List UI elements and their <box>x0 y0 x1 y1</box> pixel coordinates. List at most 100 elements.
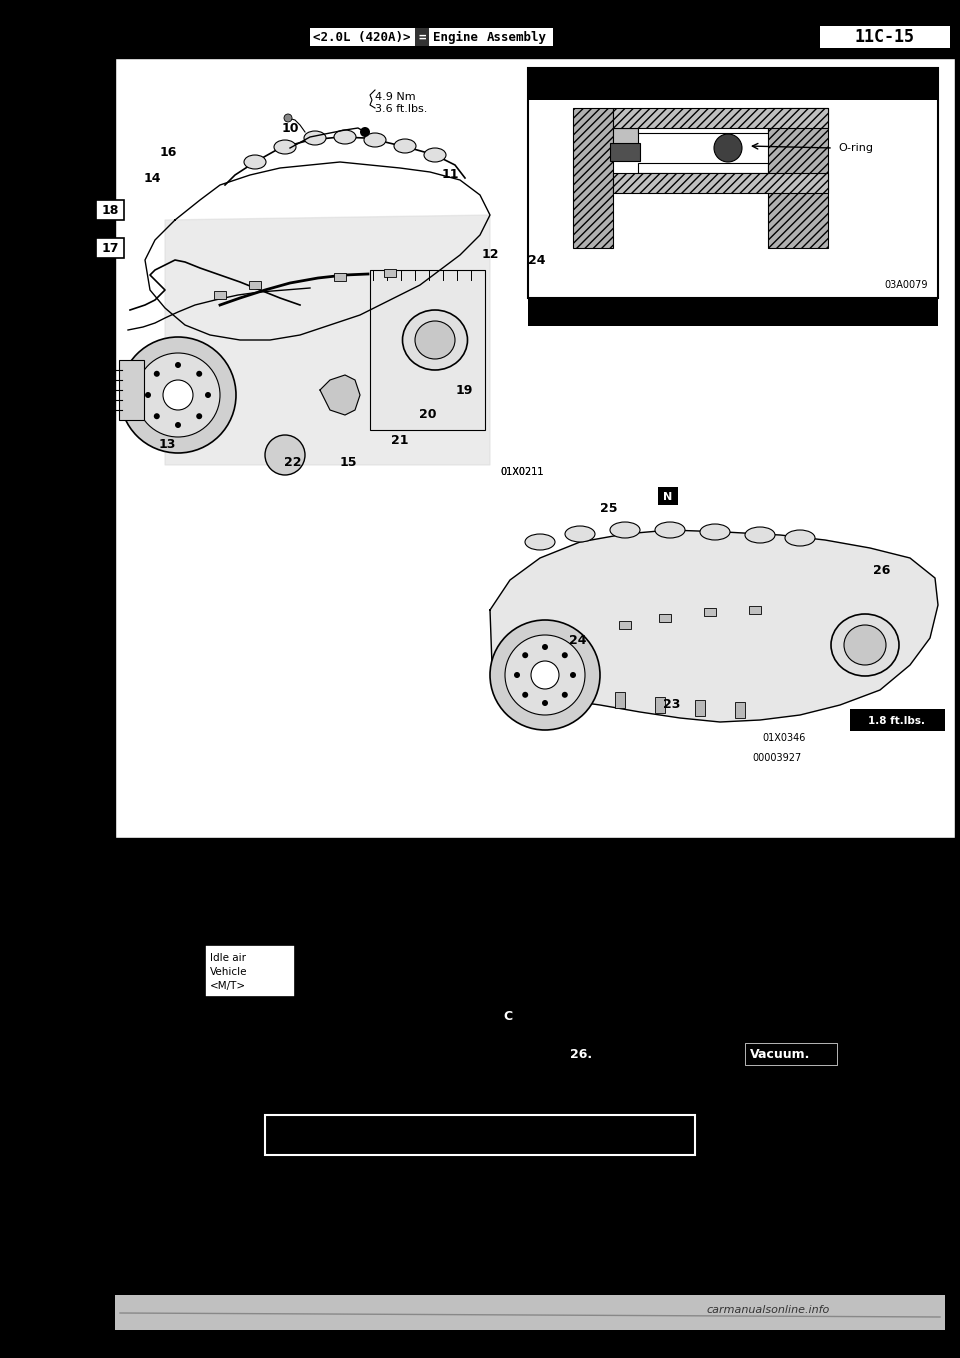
Circle shape <box>570 672 576 678</box>
Ellipse shape <box>394 139 416 153</box>
Bar <box>429 29 481 46</box>
Circle shape <box>562 652 567 659</box>
Bar <box>415 29 429 46</box>
Bar <box>659 614 671 622</box>
Ellipse shape <box>565 526 595 542</box>
Circle shape <box>531 661 559 689</box>
Circle shape <box>265 435 305 475</box>
Bar <box>265 1115 695 1156</box>
Bar <box>704 608 716 617</box>
Ellipse shape <box>334 130 356 144</box>
Text: C: C <box>503 1010 513 1024</box>
Circle shape <box>175 363 181 368</box>
Circle shape <box>196 413 203 420</box>
Ellipse shape <box>844 625 886 665</box>
Polygon shape <box>490 530 938 722</box>
Bar <box>638 124 768 133</box>
Bar <box>695 699 705 716</box>
Text: 26.: 26. <box>570 1048 592 1062</box>
Circle shape <box>163 380 193 410</box>
Text: 11C-15: 11C-15 <box>855 29 915 46</box>
Text: 19: 19 <box>455 383 472 397</box>
Circle shape <box>136 353 220 437</box>
Text: 26: 26 <box>874 564 891 577</box>
Circle shape <box>542 644 548 650</box>
Polygon shape <box>516 1004 526 1031</box>
Bar <box>745 1043 837 1065</box>
Ellipse shape <box>831 614 899 676</box>
Text: 15: 15 <box>339 455 357 469</box>
Circle shape <box>360 128 370 137</box>
Text: 14: 14 <box>143 171 160 185</box>
Bar <box>334 273 346 281</box>
Circle shape <box>522 691 528 698</box>
Bar <box>613 109 828 128</box>
Ellipse shape <box>304 130 326 145</box>
Circle shape <box>490 621 600 731</box>
Text: carmanualsonline.info: carmanualsonline.info <box>707 1305 829 1315</box>
Circle shape <box>120 337 236 454</box>
Ellipse shape <box>402 310 468 369</box>
Bar <box>119 360 144 420</box>
Circle shape <box>205 392 211 398</box>
Text: 01X0211: 01X0211 <box>500 467 543 477</box>
Text: 13: 13 <box>158 439 176 451</box>
Bar <box>96 200 124 220</box>
Ellipse shape <box>424 148 446 162</box>
Text: 21: 21 <box>392 433 409 447</box>
Text: 03A0079: 03A0079 <box>884 280 928 291</box>
Bar <box>735 702 745 718</box>
Text: 4.9 Nm
3.6 ft.lbs.: 4.9 Nm 3.6 ft.lbs. <box>375 92 427 114</box>
Text: 01X0346: 01X0346 <box>762 733 805 743</box>
Bar <box>768 109 828 249</box>
Bar <box>613 128 638 147</box>
Bar <box>850 709 945 731</box>
Ellipse shape <box>745 527 775 543</box>
Bar <box>0 838 960 1018</box>
Circle shape <box>154 413 159 420</box>
Circle shape <box>542 699 548 706</box>
Circle shape <box>284 114 292 122</box>
Bar <box>638 163 768 172</box>
Bar <box>249 281 261 289</box>
Text: 24: 24 <box>569 633 587 646</box>
Ellipse shape <box>364 133 386 147</box>
Text: 10: 10 <box>281 121 299 134</box>
Text: 17: 17 <box>101 242 119 254</box>
Polygon shape <box>490 1004 500 1031</box>
Text: =: = <box>419 30 425 43</box>
Text: 25: 25 <box>600 501 617 515</box>
Text: 22: 22 <box>284 455 301 469</box>
Bar <box>384 269 396 277</box>
Bar <box>658 488 678 505</box>
Circle shape <box>505 636 585 716</box>
Text: Engine: Engine <box>433 30 477 43</box>
Bar <box>619 621 631 629</box>
Bar <box>0 0 960 52</box>
Text: 00003927: 00003927 <box>752 752 802 763</box>
Text: 23: 23 <box>663 698 681 712</box>
Bar <box>310 29 415 46</box>
Text: N: N <box>663 492 673 502</box>
Text: <2.0L (420A)>: <2.0L (420A)> <box>313 30 411 43</box>
Bar <box>214 291 226 299</box>
Circle shape <box>145 392 151 398</box>
Ellipse shape <box>274 140 296 153</box>
Ellipse shape <box>610 521 640 538</box>
Ellipse shape <box>415 320 455 359</box>
Text: 24: 24 <box>528 254 545 266</box>
Bar <box>96 238 124 258</box>
Ellipse shape <box>525 534 555 550</box>
Text: 12: 12 <box>481 249 499 262</box>
Polygon shape <box>165 215 490 464</box>
Ellipse shape <box>700 524 730 540</box>
Text: Vacuum.: Vacuum. <box>750 1048 810 1062</box>
Bar <box>820 26 950 48</box>
Text: 18: 18 <box>102 204 119 216</box>
Bar <box>0 838 960 1298</box>
Text: Assembly: Assembly <box>487 30 547 43</box>
Circle shape <box>196 371 203 376</box>
Circle shape <box>175 422 181 428</box>
Bar <box>115 1296 945 1329</box>
Bar <box>493 1005 523 1029</box>
